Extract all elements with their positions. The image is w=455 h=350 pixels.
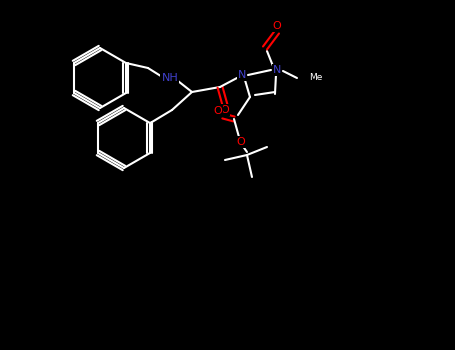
Text: O: O [237,137,245,147]
Text: N: N [238,70,246,80]
Text: N: N [273,65,281,75]
Text: NH: NH [162,73,178,83]
Text: O: O [221,105,229,115]
Text: O: O [213,106,222,116]
Text: O: O [273,21,281,31]
Text: Me: Me [309,74,322,83]
